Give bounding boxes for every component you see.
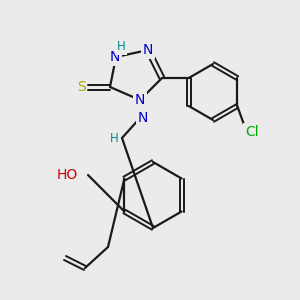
Text: S: S: [76, 80, 85, 94]
Text: N: N: [143, 43, 153, 57]
Text: HO: HO: [57, 168, 78, 182]
Text: N: N: [138, 111, 148, 125]
Text: H: H: [117, 40, 125, 53]
Text: Cl: Cl: [245, 125, 259, 139]
Text: N: N: [135, 93, 145, 107]
Text: N: N: [110, 50, 120, 64]
Text: H: H: [110, 131, 118, 145]
